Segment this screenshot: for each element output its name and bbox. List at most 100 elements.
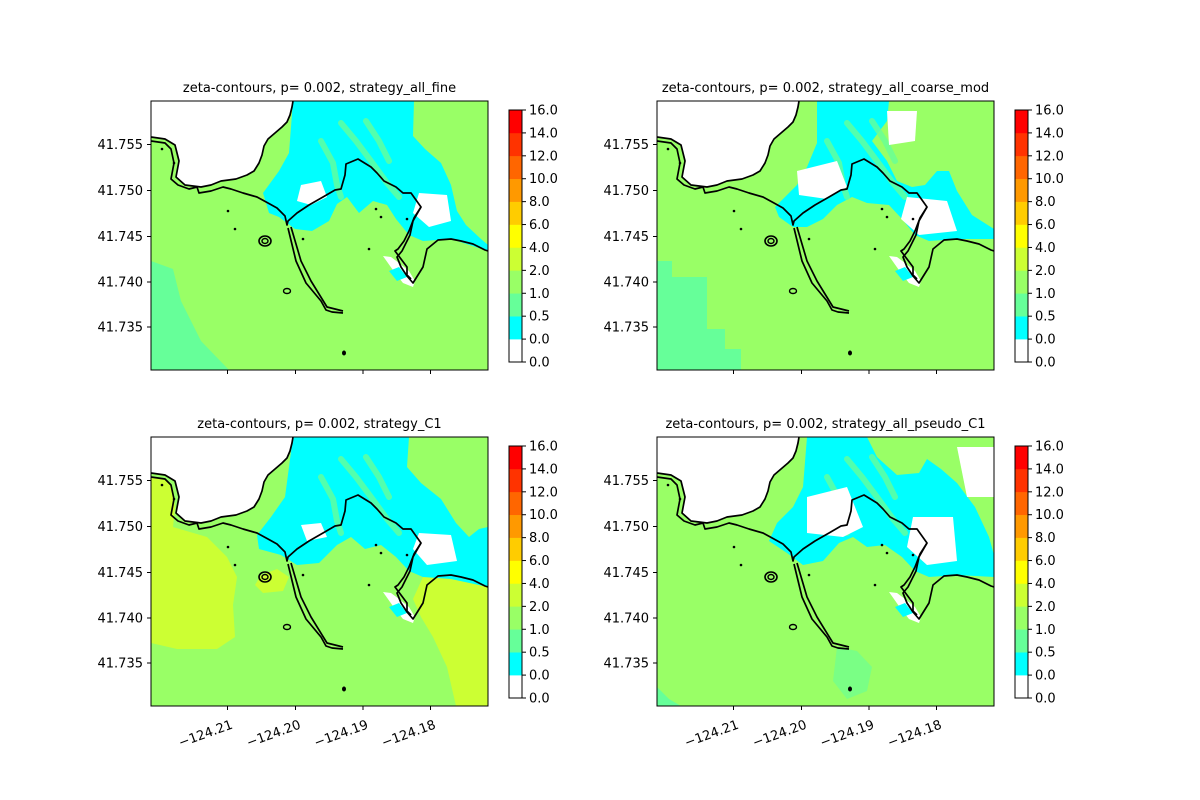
y-tick-label: 41.735 (604, 321, 650, 336)
colorbar-segment (1015, 629, 1028, 653)
colorbar-segment (1015, 446, 1028, 470)
rock-marker-3 (233, 227, 237, 231)
zeta-high-zone-west (151, 477, 237, 649)
rock-marker-5 (873, 583, 877, 587)
y-tick-label: 41.745 (98, 230, 144, 245)
colorbar-tick-label: 14.0 (529, 462, 558, 477)
colorbar-segment (1015, 224, 1028, 248)
colorbar-segment (1015, 270, 1028, 294)
colorbar-tick-label: 0.0 (529, 333, 550, 348)
colorbar-tick-label: 0.5 (1035, 646, 1056, 661)
dry-pocket-0 (807, 487, 863, 537)
dry-pocket-1 (413, 193, 451, 227)
y-tick-label: 41.745 (604, 566, 650, 581)
colorbar-tick-label: 14.0 (1035, 462, 1064, 477)
plot-title: zeta-contours, p= 0.002, strategy_all_ps… (665, 417, 985, 432)
rock-marker-7 (379, 215, 383, 219)
x-tick-label: −124.21 (683, 718, 741, 751)
colorbar-tick-label: 0.0 (1035, 669, 1056, 684)
y-tick-label: 41.755 (98, 474, 144, 489)
colorbar-tick-label: 1.0 (529, 287, 550, 302)
colorbar-segment (1015, 468, 1028, 493)
colorbar-segment (509, 270, 522, 294)
zeta-offshore-zone (657, 687, 681, 706)
panel-plot-area (657, 437, 994, 706)
rock-marker-1 (172, 497, 176, 501)
colorbar-segment (509, 514, 522, 538)
colorbar-tick-label: 2.0 (529, 264, 550, 279)
x-tick-label: −124.20 (751, 718, 809, 751)
y-tick-label: 41.750 (604, 520, 650, 535)
panel-1: zeta-contours, p= 0.002, strategy_all_fi… (98, 81, 558, 374)
y-tick-label: 41.750 (98, 520, 144, 535)
rock-marker-3 (739, 227, 743, 231)
rock-marker-0 (666, 483, 670, 487)
rock-dot (848, 686, 852, 692)
colorbar-tick-label: 10.0 (529, 172, 558, 187)
plot-title: zeta-contours, p= 0.002, strategy_C1 (197, 417, 441, 432)
island-ring-inner (261, 573, 269, 581)
y-tick-label: 41.735 (604, 657, 650, 672)
zeta-streak-0 (338, 120, 402, 200)
bay-cyan-spot (389, 267, 407, 281)
colorbar-tick-label: 14.0 (529, 126, 558, 141)
colorbar-tick-label: 4.0 (1035, 577, 1056, 592)
colorbar-tick-label: 12.0 (1035, 485, 1064, 500)
rock-marker-5 (873, 247, 877, 251)
rock-marker-6 (374, 543, 378, 547)
colorbar-segment (1015, 537, 1028, 561)
dry-land (151, 437, 293, 523)
colorbar-tick-label: 8.0 (529, 531, 550, 546)
y-tick-label: 41.740 (98, 276, 144, 291)
rock-marker-6 (880, 543, 884, 547)
colorbar-tick-label: 12.0 (529, 149, 558, 164)
colorbar-frame (1014, 109, 1029, 363)
y-tick-label: 41.740 (604, 276, 650, 291)
island-ring-outer (764, 571, 778, 583)
coastline-south (657, 140, 928, 280)
colorbar-segment (1015, 178, 1028, 202)
y-tick-label: 41.755 (604, 138, 650, 153)
colorbar-tick-label: 12.0 (1035, 149, 1064, 164)
island-small (282, 287, 292, 295)
colorbar-segment (509, 652, 522, 676)
colorbar-segment (509, 293, 522, 317)
colorbar-tick-label: 4.0 (529, 241, 550, 256)
coastline-north (657, 437, 800, 524)
colorbar-tick-label: 10.0 (1035, 172, 1064, 187)
rock-marker-0 (666, 147, 670, 151)
colorbar-segment (1015, 652, 1028, 676)
colorbar-segment (1015, 339, 1028, 363)
rock-marker-7 (885, 551, 889, 555)
rock-marker-4 (301, 573, 305, 577)
rock-marker-4 (301, 237, 305, 241)
dry-pocket-0 (797, 161, 847, 199)
colorbar-tick-label: 0.0 (1035, 333, 1056, 348)
dry-pocket-0 (413, 533, 457, 565)
panel-plot-area (151, 101, 488, 370)
rock-marker-2 (226, 545, 230, 549)
colorbar-tick-label: 16.0 (1035, 440, 1064, 455)
colorbar-tick-label: 0.0 (1035, 356, 1056, 371)
colorbar-frame (508, 109, 523, 363)
colorbar-segment (509, 446, 522, 470)
colorbar-tick-label: 4.0 (1035, 241, 1056, 256)
panel-plot-area (657, 101, 994, 370)
colorbar-tick-label: 6.0 (529, 218, 550, 233)
rock-marker-6 (374, 207, 378, 211)
colorbar-segment (509, 247, 522, 271)
colorbar-segment (1015, 316, 1028, 340)
dry-pocket-2 (887, 111, 917, 145)
colorbar-tick-label: 6.0 (1035, 554, 1056, 569)
colorbar-tick-label: 2.0 (529, 600, 550, 615)
colorbar-segment (509, 675, 522, 699)
colorbar-tick-label: 0.5 (529, 646, 550, 661)
bay-cyan-spot (895, 603, 913, 617)
zeta-offshore-zone (657, 261, 741, 370)
dry-pocket-1 (907, 517, 957, 565)
x-tick-label: −124.19 (312, 718, 370, 751)
coastline-south (151, 476, 422, 616)
plot-frame (150, 100, 489, 371)
rock-marker-3 (233, 563, 237, 567)
